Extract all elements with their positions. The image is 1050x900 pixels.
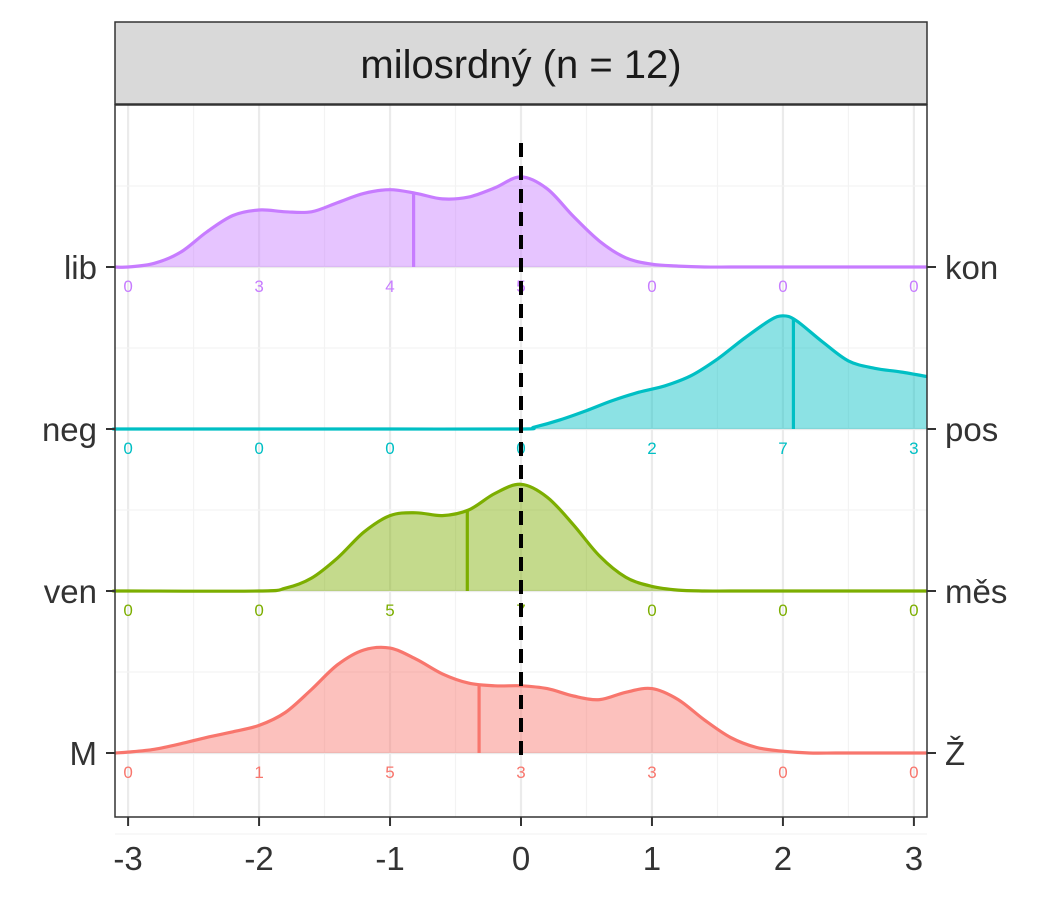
x-tick-label: -3 [113,840,142,877]
x-tick-label: -1 [375,840,404,877]
count-label: 0 [909,277,918,296]
density-line [111,482,927,593]
facet-strip-title: milosrdný (n = 12) [360,43,681,87]
count-label: 0 [254,601,263,620]
count-label: 5 [385,601,394,620]
y-label-right: měs [945,573,1007,610]
count-label: 2 [647,439,656,458]
count-label: 3 [254,277,263,296]
y-label-right: Ž [945,735,965,772]
count-label: 5 [385,763,394,782]
facet-strip [114,21,928,105]
count-label: 7 [778,439,787,458]
density-area [113,315,927,430]
count-label: 0 [778,601,787,620]
count-label: 1 [254,763,263,782]
density-line [111,314,928,431]
count-label: 0 [647,601,656,620]
count-label: 0 [123,763,132,782]
count-label: 3 [909,439,918,458]
y-label-right: pos [945,411,998,448]
x-tick-label: 3 [905,840,923,877]
count-label: 3 [647,763,656,782]
y-label-left: neg [42,411,97,448]
count-label: 0 [254,439,263,458]
count-label: 0 [123,439,132,458]
x-tick-label: -2 [244,840,273,877]
count-label: 0 [778,277,787,296]
count-label: 0 [123,277,132,296]
count-label: 0 [123,601,132,620]
y-label-left: ven [44,573,97,610]
count-label: 0 [385,439,394,458]
y-label-left: lib [64,249,97,286]
x-tick-label: 0 [512,840,530,877]
axes: -3 -2 -1 0 1 2 3 lib kon neg pos ven měs M Ž [42,249,1007,877]
count-label: 0 [647,277,656,296]
count-label: 0 [778,763,787,782]
count-label: 0 [909,601,918,620]
x-tick-label: 2 [774,840,792,877]
x-tick-label: 1 [643,840,661,877]
count-label: 3 [516,763,525,782]
count-label: 0 [909,763,918,782]
y-label-right: kon [945,249,998,286]
count-label: 4 [385,277,394,296]
y-label-left: M [70,735,98,772]
